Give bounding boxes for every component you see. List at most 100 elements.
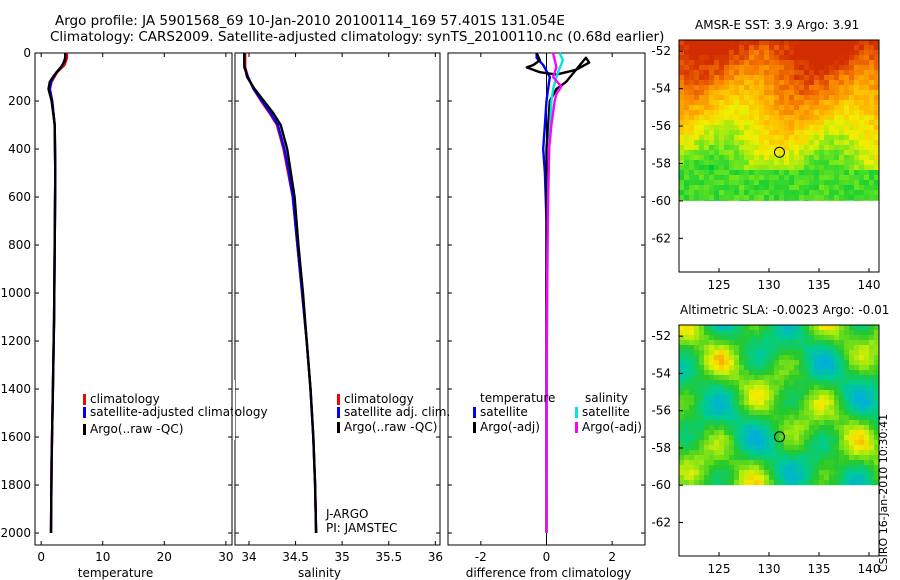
sla-heatmap-cell bbox=[719, 440, 724, 445]
sla-heatmap-cells bbox=[679, 325, 879, 486]
sst-heatmap-cell bbox=[819, 60, 824, 65]
sla-heatmap-cell bbox=[829, 420, 834, 425]
sst-heatmap-cell bbox=[759, 170, 764, 175]
sst-heatmap-cell bbox=[849, 90, 854, 95]
sst-heatmap-cell bbox=[689, 105, 694, 110]
sst-heatmap-cell bbox=[749, 125, 754, 130]
sst-heatmap-cell bbox=[859, 50, 864, 55]
sla-heatmap-cell bbox=[779, 355, 784, 360]
sla-heatmap-cell bbox=[719, 470, 724, 475]
sla-heatmap-cell bbox=[739, 475, 744, 480]
sst-heatmap-cell bbox=[854, 195, 859, 200]
sst-heatmap-cell bbox=[824, 115, 829, 120]
sla-heatmap-cell bbox=[719, 395, 724, 400]
sst-heatmap-cell bbox=[819, 115, 824, 120]
sla-heatmap-cell bbox=[704, 460, 709, 465]
sst-heatmap-cell bbox=[809, 120, 814, 125]
sst-heatmap-cell bbox=[769, 65, 774, 70]
sla-heatmap-cell bbox=[799, 440, 804, 445]
sst-heatmap-cell bbox=[729, 40, 734, 45]
sla-heatmap-cell bbox=[864, 415, 869, 420]
sla-heatmap-cell bbox=[744, 405, 749, 410]
sst-heatmap-cell bbox=[764, 100, 769, 105]
sla-heatmap-cell bbox=[849, 390, 854, 395]
sst-heatmap-cell bbox=[869, 115, 874, 120]
sla-heatmap-cell bbox=[824, 325, 829, 330]
sla-heatmap-cell bbox=[714, 470, 719, 475]
sst-heatmap-cell bbox=[859, 55, 864, 60]
sst-heatmap-cell bbox=[859, 90, 864, 95]
sla-heatmap-cell bbox=[749, 355, 754, 360]
sla-heatmap-cell bbox=[724, 435, 729, 440]
sla-heatmap-cell bbox=[684, 425, 689, 430]
sla-heatmap-cell bbox=[809, 325, 814, 330]
sst-heatmap-cell bbox=[819, 155, 824, 160]
sla-heatmap-cell bbox=[749, 330, 754, 335]
sla-heatmap-cell bbox=[799, 350, 804, 355]
sla-heatmap-cell bbox=[834, 350, 839, 355]
sst-heatmap-cell bbox=[754, 140, 759, 145]
sla-heatmap-cell bbox=[824, 470, 829, 475]
sla-heatmap-cell bbox=[804, 475, 809, 480]
sst-heatmap-cell bbox=[739, 60, 744, 65]
sst-heatmap-cell bbox=[744, 80, 749, 85]
sst-heatmap-cell bbox=[849, 180, 854, 185]
sla-heatmap-cell bbox=[754, 370, 759, 375]
sla-heatmap-cell bbox=[849, 430, 854, 435]
sst-heatmap-cell bbox=[699, 75, 704, 80]
sst-heatmap-cell bbox=[759, 85, 764, 90]
sla-heatmap-cell bbox=[874, 330, 879, 335]
sla-heatmap-cell bbox=[754, 355, 759, 360]
sla-heatmap-cell bbox=[789, 470, 794, 475]
sst-heatmap-cell bbox=[729, 200, 734, 201]
sst-heatmap-cell bbox=[804, 95, 809, 100]
sst-heatmap-cell bbox=[869, 80, 874, 85]
sla-heatmap-cell bbox=[769, 345, 774, 350]
sst-heatmap-cell bbox=[739, 95, 744, 100]
sla-heatmap-cell bbox=[804, 430, 809, 435]
sla-heatmap-cell bbox=[814, 470, 819, 475]
sst-heatmap-cell bbox=[679, 55, 684, 60]
sst-heatmap-cell bbox=[704, 105, 709, 110]
sla-heatmap-cell bbox=[689, 365, 694, 370]
sla-heatmap-cell bbox=[714, 435, 719, 440]
sst-heatmap-cell bbox=[864, 45, 869, 50]
sst-heatmap-cell bbox=[869, 105, 874, 110]
sla-heatmap-cell bbox=[844, 410, 849, 415]
sla-heatmap-cell bbox=[779, 475, 784, 480]
sst-heatmap-cell bbox=[724, 185, 729, 190]
sst-heatmap-cell bbox=[794, 155, 799, 160]
sla-heatmap-cell bbox=[819, 400, 824, 405]
sla-heatmap-cell bbox=[704, 385, 709, 390]
sla-heatmap-cell bbox=[789, 350, 794, 355]
sst-heatmap-cell bbox=[839, 175, 844, 180]
sst-heatmap-cell bbox=[764, 110, 769, 115]
sla-heatmap-cell bbox=[789, 340, 794, 345]
sla-heatmap-cell bbox=[769, 440, 774, 445]
sla-heatmap-cell bbox=[749, 390, 754, 395]
sla-heatmap-cell bbox=[709, 450, 714, 455]
sla-heatmap-cell bbox=[784, 390, 789, 395]
sla-heatmap-cell bbox=[714, 405, 719, 410]
sst-heatmap-cell bbox=[714, 200, 719, 201]
sla-heatmap-cell bbox=[859, 390, 864, 395]
sla-heatmap-cell bbox=[759, 375, 764, 380]
sla-heatmap-cell bbox=[819, 340, 824, 345]
sst-heatmap-cell bbox=[734, 125, 739, 130]
sla-heatmap-cell bbox=[829, 460, 834, 465]
sla-heatmap-cell bbox=[859, 370, 864, 375]
sst-heatmap-cell bbox=[849, 115, 854, 120]
figure-title-line-2: Climatology: CARS2009. Satellite-adjuste… bbox=[50, 29, 665, 45]
sst-heatmap-cell bbox=[779, 50, 784, 55]
sla-heatmap-cell bbox=[679, 415, 684, 420]
sst-heatmap-cell bbox=[684, 50, 689, 55]
sla-heatmap-cell bbox=[714, 380, 719, 385]
sla-heatmap-cell bbox=[794, 350, 799, 355]
sla-heatmap-cell bbox=[749, 455, 754, 460]
sla-heatmap-cell bbox=[784, 430, 789, 435]
sst-heatmap-cell bbox=[769, 150, 774, 155]
sst-heatmap-cell bbox=[744, 90, 749, 95]
sst-heatmap-cell bbox=[784, 90, 789, 95]
sla-heatmap-cell bbox=[799, 455, 804, 460]
sla-heatmap-cell bbox=[709, 425, 714, 430]
